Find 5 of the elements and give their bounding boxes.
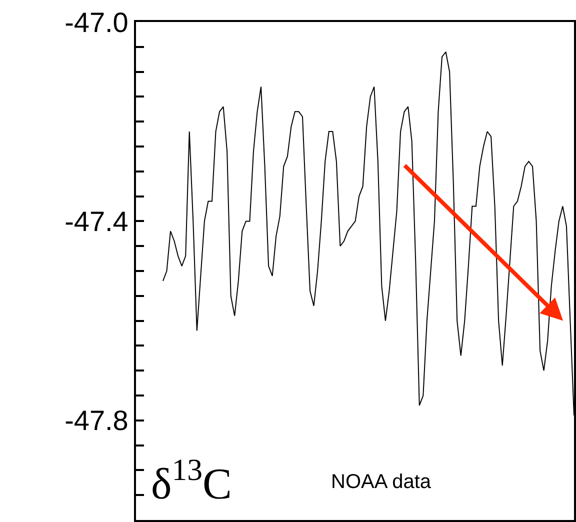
- annotation: NOAA data: [331, 471, 432, 493]
- annotation: δ$^{13}$C: [151, 453, 232, 508]
- y-tick-label: -47.0: [64, 6, 128, 38]
- y-tick-label: -47.8: [64, 405, 128, 436]
- y-tick-label: -47.4: [64, 206, 128, 237]
